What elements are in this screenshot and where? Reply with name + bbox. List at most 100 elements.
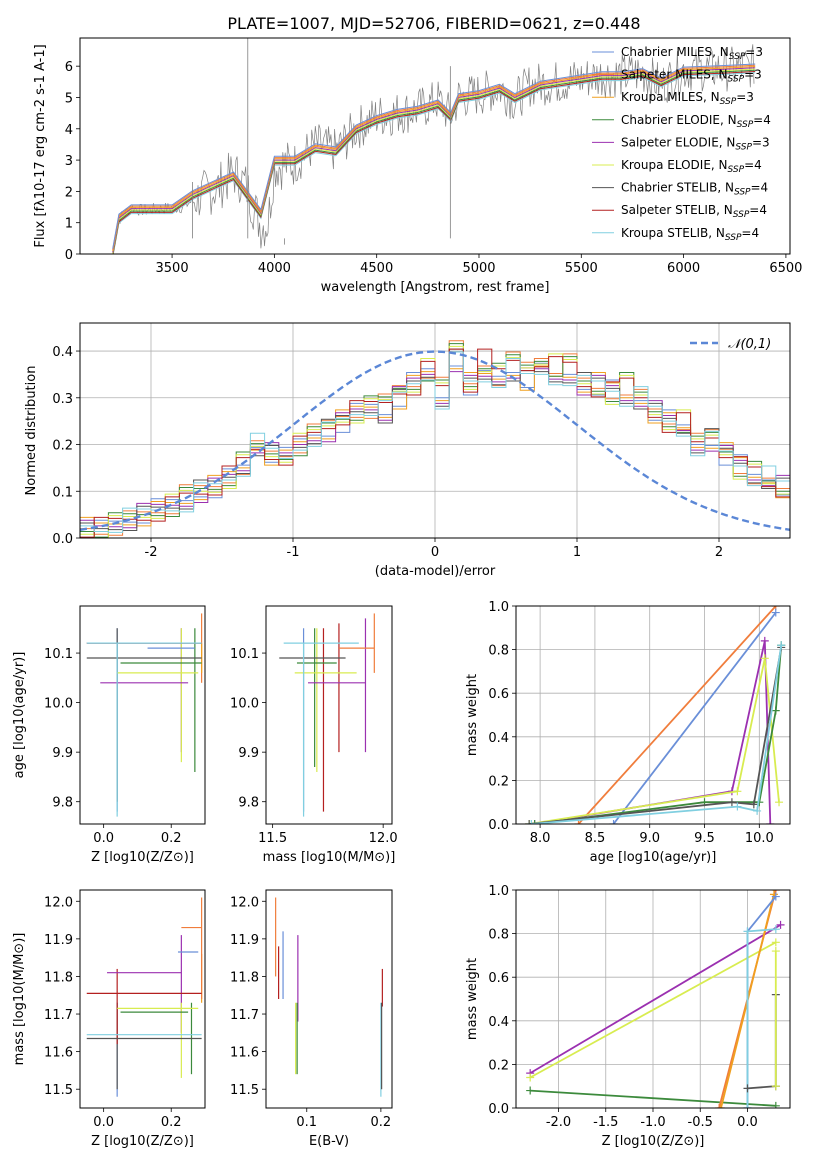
y-tick-label: 0.8 <box>488 928 509 943</box>
legend-count: =4 <box>749 203 767 217</box>
x-tick-label: 9.5 <box>694 831 715 846</box>
legend-count: =4 <box>751 181 769 195</box>
x-tick-label: 1 <box>573 545 581 560</box>
weight-marker <box>771 1101 780 1108</box>
y-tick-label: 0.0 <box>488 818 509 833</box>
weight-marker <box>775 798 784 807</box>
weight-marker <box>526 1086 535 1095</box>
y-axis-label: mass weight <box>465 674 480 756</box>
weight-marker <box>776 920 785 929</box>
x-axis-label: (data-model)/error <box>375 564 496 579</box>
axes-frame <box>265 605 393 825</box>
model-line-kroupa_miles <box>112 66 756 252</box>
axes-frame <box>79 37 791 255</box>
panel-spectrum: 3500 4000 4500 5000 5500 6000 6500 0 1 2 3 4 5 6 wavel… <box>33 37 802 295</box>
legend-subscript: SSP <box>728 75 745 85</box>
legend-label: Chabrier ELODIE, NSSP=4 <box>621 113 771 130</box>
y-tick-label: 0.0 <box>52 532 73 547</box>
legend-label: Kroupa MILES, NSSP=3 <box>621 90 754 107</box>
plot-area-spectrum <box>112 38 756 254</box>
weight-marker <box>743 1084 752 1093</box>
weight-marker <box>771 1082 780 1091</box>
x-tick-label: 0.2 <box>161 831 182 846</box>
y-tick-label: 11.6 <box>230 1046 259 1061</box>
y-tick-label: 0.4 <box>488 1015 509 1030</box>
y-axis-label: age [log10(age/yr)] <box>12 652 27 779</box>
x-tick-label: -1.0 <box>640 1115 665 1130</box>
panel-age_vs_mass: 11.5 12.0 9.8 9.9 10.0 10.1 mass [log10(M/M⊙)] <box>230 605 398 865</box>
panel-weight_vs_z: -2.0 -1.5 -1.0 -0.5 0.0 0.0 0.2 0.4 0.6 0.8 1.0 Z [… <box>465 884 791 1149</box>
weight-marker <box>526 1073 535 1082</box>
y-tick-label: 0.8 <box>488 644 509 659</box>
legend: Chabrier MILES, NSSP=3 Salpeter MILES, NS… <box>592 45 771 243</box>
weight-marker <box>574 820 583 824</box>
x-tick-label: 12.0 <box>369 831 398 846</box>
legend-subscript: SSP <box>725 233 742 243</box>
legend-count: =3 <box>744 68 762 82</box>
figure-title: PLATE=1007, MJD=52706, FIBERID=0621, z=0… <box>227 14 640 33</box>
y-tick-label: 0.2 <box>488 774 509 789</box>
y-tick-label: 0.4 <box>52 345 73 360</box>
y-tick-label: 11.9 <box>44 933 73 948</box>
weight-marker <box>727 798 736 807</box>
weight-marker <box>715 1104 724 1108</box>
y-tick-label: 11.5 <box>44 1083 73 1098</box>
y-tick-label: 1 <box>65 217 73 232</box>
x-tick-label: 0.1 <box>296 1115 317 1130</box>
x-tick-label: 0.0 <box>93 831 114 846</box>
x-tick-label: 6000 <box>667 261 700 276</box>
y-tick-label: 11.5 <box>230 1083 259 1098</box>
x-tick-label: 6500 <box>769 261 802 276</box>
weight-marker <box>771 938 780 947</box>
y-tick-label: 9.9 <box>238 746 259 761</box>
panel-residuals: -2 -1 0 1 2 0.0 0.1 0.2 0.3 0.4 (data-model)/error… <box>24 322 791 579</box>
legend-label: Salpeter ELODIE, NSSP=3 <box>621 135 770 152</box>
x-tick-label: 3500 <box>156 261 189 276</box>
weight-marker <box>766 820 775 824</box>
y-axis-label: Normed distribution <box>24 366 39 496</box>
x-tick-label: 0.0 <box>93 1115 114 1130</box>
x-tick-label: -1.5 <box>593 1115 618 1130</box>
plot-area-mass_vs_ebv <box>275 897 383 1097</box>
weight-marker <box>760 636 769 645</box>
x-tick-label: 2 <box>715 545 723 560</box>
axes-frame <box>79 322 791 539</box>
y-tick-label: 0.6 <box>488 687 509 702</box>
legend-subscript: SSP <box>720 97 737 107</box>
x-axis-label: mass [log10(M/M⊙)] <box>263 850 396 865</box>
legend-count: =3 <box>752 135 770 149</box>
x-tick-label: 0.2 <box>161 1115 182 1130</box>
y-tick-label: 9.8 <box>52 796 73 811</box>
model-line-kroupa_stelib <box>112 72 756 254</box>
panel-weight_vs_age: 8.0 8.5 9.0 9.5 10.0 0.0 0.2 0.4 0.6 0.8 1.0 age [l… <box>465 600 791 865</box>
weight-marker <box>777 641 786 650</box>
y-tick-label: 1.0 <box>488 884 509 899</box>
y-tick-label: 11.9 <box>230 933 259 948</box>
weight-marker <box>525 820 534 824</box>
y-tick-label: 2 <box>65 185 73 200</box>
weight-line-chabrier_stelib <box>529 647 783 824</box>
x-tick-label: -1 <box>287 545 300 560</box>
weight-marker <box>771 892 780 901</box>
model-line-salpeter_stelib <box>112 71 756 254</box>
plot-area-weight_vs_z <box>526 890 785 1108</box>
y-tick-label: 0.4 <box>488 731 509 746</box>
x-tick-label: -0.5 <box>688 1115 713 1130</box>
legend-label: Kroupa ELODIE, NSSP=4 <box>621 158 762 175</box>
x-tick-label: 4500 <box>360 261 393 276</box>
model-line-salpeter_miles <box>112 64 756 250</box>
x-axis-label: wavelength [Angstrom, rest frame] <box>321 280 550 295</box>
y-tick-label: 11.8 <box>230 970 259 985</box>
weight-marker <box>753 806 762 815</box>
x-tick-label: 10.0 <box>745 831 774 846</box>
legend-count: =3 <box>745 45 763 59</box>
model-line-chabrier_miles <box>112 63 756 249</box>
weight-marker <box>760 654 769 663</box>
plot-area-residuals <box>80 340 790 538</box>
y-tick-label: 12.0 <box>44 895 73 910</box>
weight-marker <box>733 802 742 811</box>
weight-marker <box>749 800 758 809</box>
plot-area-mass_vs_z <box>86 897 203 1097</box>
weight-marker <box>743 1104 752 1108</box>
y-tick-label: 12.0 <box>230 895 259 910</box>
